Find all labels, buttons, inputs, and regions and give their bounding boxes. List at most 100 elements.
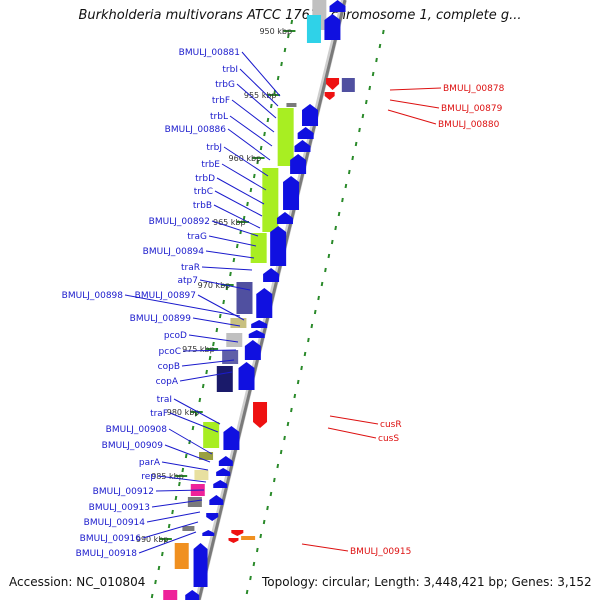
topology-summary: Topology: circular; Length: 3,448,421 bp…: [262, 575, 592, 589]
gene-feature[interactable]: [185, 590, 200, 600]
gene-label[interactable]: BMULJ_00914: [84, 518, 146, 528]
gene-feature[interactable]: [163, 590, 178, 600]
gene-label[interactable]: traR: [181, 263, 200, 273]
gene-label[interactable]: BMULJ_00899: [130, 314, 192, 324]
callout-line: [182, 349, 237, 352]
gene-label[interactable]: cusS: [378, 434, 399, 444]
gene-label[interactable]: BMULJ_00897: [135, 291, 196, 301]
gene-label[interactable]: pcoD: [164, 331, 187, 341]
gene-feature[interactable]: [216, 366, 233, 392]
gene-label[interactable]: trbC: [194, 187, 213, 197]
gene-label[interactable]: BMULJ_00894: [143, 247, 205, 257]
gene-label[interactable]: trbF: [212, 96, 230, 106]
gene-label[interactable]: BMULJ_00918: [76, 549, 138, 559]
gene-feature[interactable]: [223, 426, 240, 450]
gene-label[interactable]: BMULJ_00908: [106, 425, 168, 435]
gene-feature[interactable]: [193, 543, 208, 587]
gene-feature[interactable]: [283, 176, 300, 210]
callout-line: [164, 444, 211, 463]
gene-label[interactable]: BMULJ_00886: [165, 125, 227, 135]
gene-feature[interactable]: [248, 330, 265, 338]
gene-feature[interactable]: [213, 480, 228, 488]
gene-label[interactable]: BMULJ_00912: [93, 487, 154, 497]
gene-label[interactable]: atp7: [178, 276, 198, 286]
gene-feature[interactable]: [263, 268, 280, 282]
gene-feature[interactable]: [218, 456, 233, 466]
gene-feature[interactable]: [182, 526, 195, 531]
gene-feature[interactable]: [290, 154, 307, 174]
gene-label[interactable]: BMULJ_00915: [350, 547, 411, 557]
gene-feature[interactable]: [324, 92, 335, 100]
gene-label[interactable]: BMULJ_00878: [443, 84, 505, 94]
gene-feature[interactable]: [324, 14, 341, 40]
callout-line: [387, 109, 437, 125]
gene-label[interactable]: trbL: [210, 112, 228, 122]
gene-label[interactable]: traG: [187, 232, 207, 242]
kbp-tick-label: 955 kbp: [244, 91, 277, 100]
gene-label[interactable]: pcoC: [159, 347, 181, 357]
gene-feature[interactable]: [194, 470, 209, 480]
gene-feature[interactable]: [206, 513, 219, 521]
gene-feature[interactable]: [251, 320, 268, 328]
gene-label[interactable]: BMULJ_00898: [62, 291, 124, 301]
kbp-tick-label: 970 kbp: [198, 281, 231, 290]
gene-feature[interactable]: [244, 340, 261, 360]
gene-feature[interactable]: [276, 212, 293, 224]
gene-label[interactable]: BMULJ_00909: [102, 441, 164, 451]
gene-label[interactable]: parA: [139, 458, 161, 468]
gene-feature[interactable]: [209, 495, 224, 505]
gene-label[interactable]: trbB: [193, 201, 212, 211]
gene-feature[interactable]: [253, 402, 268, 428]
gene-feature[interactable]: [306, 15, 321, 43]
gene-feature[interactable]: [302, 104, 319, 126]
callout-line: [173, 398, 221, 425]
gene-feature[interactable]: [270, 226, 287, 266]
gene-label[interactable]: BMULJ_00880: [438, 120, 500, 130]
callout-line: [179, 371, 233, 382]
gene-label[interactable]: trbI: [222, 65, 238, 75]
gene-feature[interactable]: [329, 0, 346, 12]
gene-feature[interactable]: [286, 103, 297, 107]
gene-label[interactable]: cusR: [380, 420, 402, 430]
gene-label[interactable]: trbD: [195, 174, 215, 184]
gene-label[interactable]: trbJ: [206, 143, 222, 153]
gene-feature[interactable]: [241, 536, 256, 540]
gene-feature[interactable]: [187, 497, 202, 507]
kbp-tick-label: 950 kbp: [259, 27, 292, 36]
gene-feature[interactable]: [216, 468, 231, 476]
gene-label[interactable]: BMULJ_00892: [149, 217, 210, 227]
gene-label[interactable]: traF: [150, 409, 168, 419]
gene-feature[interactable]: [262, 168, 279, 232]
gene-feature[interactable]: [250, 233, 267, 263]
gene-feature[interactable]: [341, 78, 355, 92]
gene-feature[interactable]: [236, 282, 253, 314]
gene-label[interactable]: trbG: [215, 80, 235, 90]
gene-feature[interactable]: [203, 422, 220, 448]
gene-feature[interactable]: [226, 333, 243, 347]
gene-feature[interactable]: [199, 452, 214, 460]
callout-line: [227, 128, 271, 161]
gene-feature[interactable]: [228, 538, 239, 543]
gene-feature[interactable]: [294, 140, 311, 152]
gene-feature[interactable]: [297, 127, 314, 139]
callout-line: [239, 68, 279, 107]
gene-feature[interactable]: [256, 288, 273, 318]
gene-label[interactable]: traI: [157, 395, 172, 405]
gene-label[interactable]: BMULJ_00879: [441, 104, 503, 114]
gene-feature[interactable]: [231, 530, 244, 536]
gene-label[interactable]: copA: [156, 377, 179, 387]
gene-feature[interactable]: [277, 108, 294, 166]
gene-feature[interactable]: [174, 543, 189, 569]
gene-feature[interactable]: [230, 318, 247, 328]
gene-label[interactable]: rep: [141, 472, 156, 482]
gene-label[interactable]: BMULJ_00881: [179, 48, 240, 58]
gene-label[interactable]: copB: [158, 362, 180, 372]
gene-label[interactable]: BMULJ_00913: [89, 503, 150, 513]
gene-feature[interactable]: [326, 78, 340, 90]
gene-feature[interactable]: [202, 530, 215, 536]
gene-label[interactable]: trbE: [201, 160, 220, 170]
gene-feature[interactable]: [238, 362, 255, 390]
gene-feature[interactable]: [222, 350, 239, 364]
gene-label[interactable]: BMULJ_00916: [80, 534, 142, 544]
